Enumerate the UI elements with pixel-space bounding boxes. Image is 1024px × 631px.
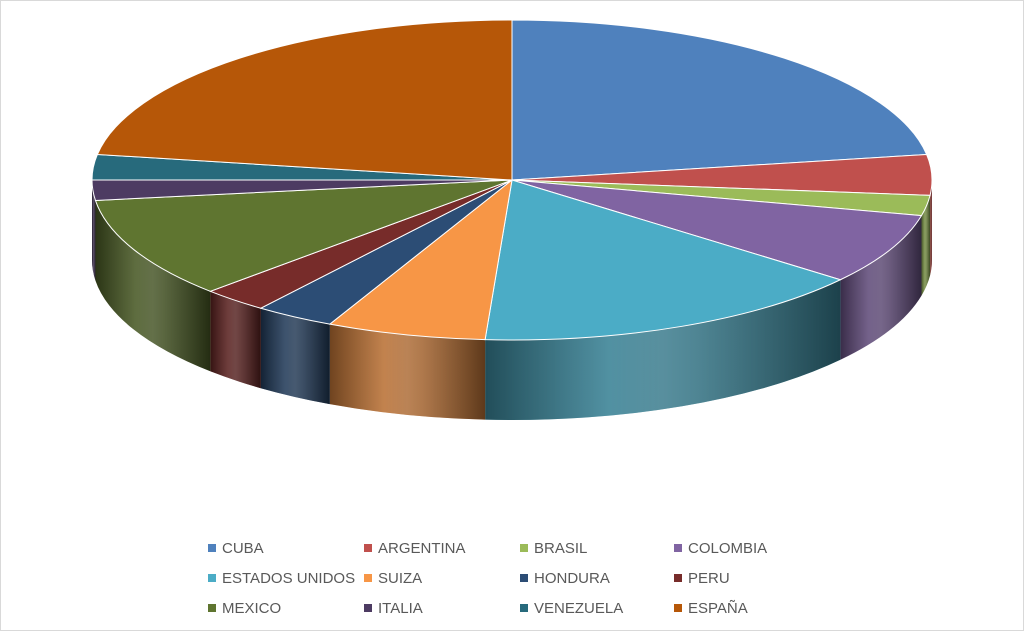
pie-slice-mexico	[94, 179, 513, 292]
pie-slice-side-shading	[210, 291, 261, 389]
pie-slice-side-shading	[840, 215, 922, 360]
pie-slice-side-shading	[92, 180, 96, 281]
pie-slice-side-shading	[921, 195, 931, 296]
pie-slice-colombia	[511, 179, 923, 281]
pie-slice-side-shading	[329, 324, 486, 420]
pie-slice-side-shading	[930, 180, 932, 276]
pie-slice-cuba	[511, 19, 928, 181]
pie-slice-espana	[96, 19, 513, 181]
pie-slice-side-shading	[95, 200, 211, 372]
pie-slice-suiza	[328, 178, 513, 341]
pie-slice-side-shading	[260, 308, 330, 405]
pie-slice-estados-unidos	[484, 179, 842, 341]
pie-slice-side-shading	[485, 279, 841, 420]
